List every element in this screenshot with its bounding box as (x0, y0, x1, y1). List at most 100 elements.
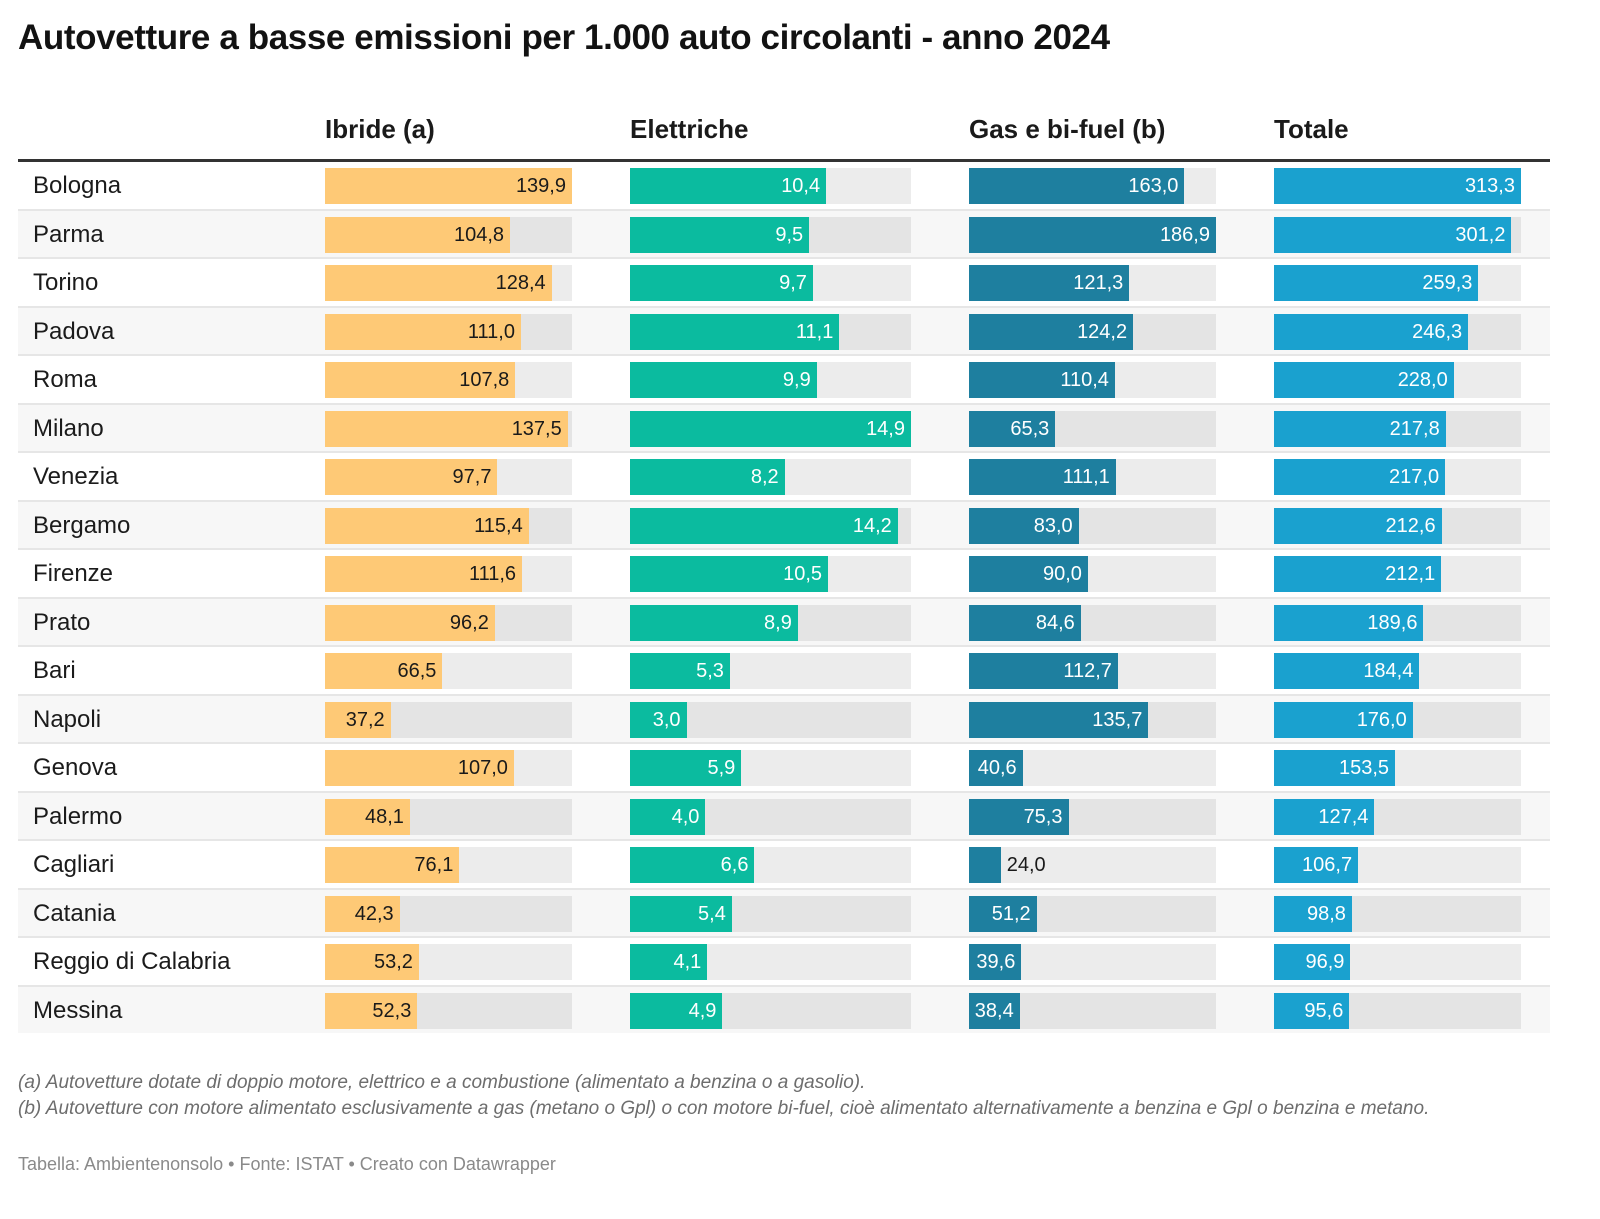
bar-track-elettriche (630, 507, 911, 544)
table-row: Prato 96,2 8,9 84,6 189,6 (18, 598, 1550, 647)
value-label-elettriche: 4,9 (688, 999, 717, 1022)
city-label: Roma (33, 366, 98, 393)
bar-gas (969, 362, 1115, 398)
column-header-totale[interactable]: Totale (1274, 114, 1349, 144)
bar-track-elettriche (630, 895, 911, 932)
bar-track-gas (969, 410, 1216, 447)
footnotes: (a) Autovetture dotate di doppio motore,… (18, 1070, 1538, 1122)
bar-track-elettriche (630, 798, 911, 835)
value-label-elettriche: 9,9 (782, 369, 811, 391)
bar-elettriche (630, 507, 898, 544)
value-label-ibride: 48,1 (364, 805, 404, 828)
value-label-totale: 95,6 (1304, 999, 1344, 1022)
bar-elettriche (630, 216, 810, 253)
bar-track-totale (1274, 895, 1521, 932)
table-row: Reggio di Calabria 53,2 4,1 39,6 96,9 (18, 938, 1550, 987)
table-row: Torino 128,4 9,7 121,3 259,3 (18, 259, 1550, 308)
value-label-ibride: 42,3 (354, 902, 394, 925)
value-label-elettriche: 5,9 (707, 757, 736, 779)
bar-ibride (325, 798, 410, 835)
table-row: Catania 42,3 5,4 51,2 98,8 (18, 889, 1550, 938)
bar-elettriche (630, 944, 708, 980)
bar-ibride (325, 410, 568, 447)
value-label-elettriche: 10,4 (781, 175, 821, 197)
bar-totale (1274, 556, 1442, 592)
value-label-elettriche: 8,2 (750, 466, 779, 488)
bar-ibride (325, 992, 418, 1029)
credits: Tabella: Ambientenonsolo • Fonte: ISTAT … (18, 1154, 556, 1174)
city-label: Bologna (33, 172, 122, 199)
value-label-totale: 228,0 (1397, 369, 1448, 391)
column-header-elettriche[interactable]: Elettriche (630, 114, 749, 144)
value-label-totale: 96,9 (1305, 951, 1345, 973)
value-label-elettriche: 5,4 (698, 902, 726, 925)
bar-ibride (325, 895, 400, 932)
value-label-ibride: 137,5 (511, 417, 562, 440)
column-header-ibride[interactable]: Ibride (a) (325, 114, 435, 144)
bar-gas (969, 750, 1023, 786)
bar-track-gas (969, 750, 1216, 786)
bar-track-elettriche (630, 847, 911, 883)
bar-track-ibride (325, 895, 572, 932)
bar-track-totale (1274, 265, 1521, 301)
bar-track-ibride (325, 459, 572, 495)
bar-track-elettriche (630, 556, 911, 592)
bar-gas (969, 265, 1130, 301)
table-row: Cagliari 76,1 6,6 24,0 106,7 (18, 841, 1550, 890)
bar-track-elettriche (630, 362, 911, 398)
column-header-gas[interactable]: Gas e bi-fuel (b) (969, 114, 1166, 144)
bar-totale (1274, 895, 1352, 932)
bar-gas (969, 556, 1088, 592)
value-label-gas: 112,7 (1063, 660, 1112, 682)
table-row: Firenze 111,6 10,5 90,0 212,1 (18, 550, 1550, 599)
bar-ibride (325, 944, 419, 980)
value-label-elettriche: 4,0 (671, 805, 700, 828)
bar-gas (969, 168, 1185, 204)
bar-track-totale (1274, 701, 1521, 738)
bar-track-totale (1274, 507, 1521, 544)
bar-track-totale (1274, 944, 1521, 980)
value-label-gas: 124,2 (1077, 320, 1128, 343)
bar-track-totale (1274, 168, 1521, 204)
bar-track-totale (1274, 362, 1521, 398)
bar-elettriche (630, 168, 827, 204)
value-label-ibride: 128,4 (495, 272, 546, 294)
bar-elettriche (630, 701, 687, 738)
bar-ibride (325, 507, 529, 544)
bar-gas (969, 216, 1216, 253)
bar-track-elettriche (630, 265, 911, 301)
city-label: Messina (33, 996, 123, 1024)
bar-totale (1274, 992, 1350, 1029)
city-label: Bari (33, 657, 76, 684)
bar-ibride (325, 313, 521, 350)
bar-totale (1274, 944, 1351, 980)
bar-track-totale (1274, 410, 1521, 447)
bar-track-ibride (325, 653, 572, 689)
city-label: Padova (33, 317, 115, 345)
bar-track-ibride (325, 265, 572, 301)
bar-gas (969, 798, 1069, 835)
value-label-ibride: 66,5 (397, 660, 437, 682)
bar-ibride (325, 556, 523, 592)
value-label-totale: 301,2 (1455, 223, 1506, 246)
value-label-ibride: 104,8 (453, 223, 505, 246)
bar-elettriche (630, 992, 723, 1029)
value-label-totale: 189,6 (1367, 611, 1418, 634)
city-label: Genova (33, 754, 118, 781)
value-label-ibride: 97,7 (452, 466, 492, 488)
bar-track-gas (969, 556, 1216, 592)
bar-gas (969, 410, 1056, 447)
city-label: Prato (33, 608, 91, 636)
bar-elettriche (630, 895, 732, 932)
bar-track-elettriche (630, 944, 911, 980)
value-label-totale: 212,6 (1385, 514, 1436, 537)
bar-track-ibride (325, 313, 572, 350)
value-label-gas: 110,4 (1060, 369, 1109, 391)
bar-track-totale (1274, 750, 1521, 786)
footnote-a: (a) Autovetture dotate di doppio motore,… (18, 1072, 866, 1093)
bar-track-elettriche (630, 216, 911, 253)
bar-elettriche (630, 847, 755, 883)
bar-totale (1274, 410, 1446, 447)
value-label-gas: 111,1 (1062, 466, 1110, 488)
bar-track-gas (969, 847, 1216, 883)
